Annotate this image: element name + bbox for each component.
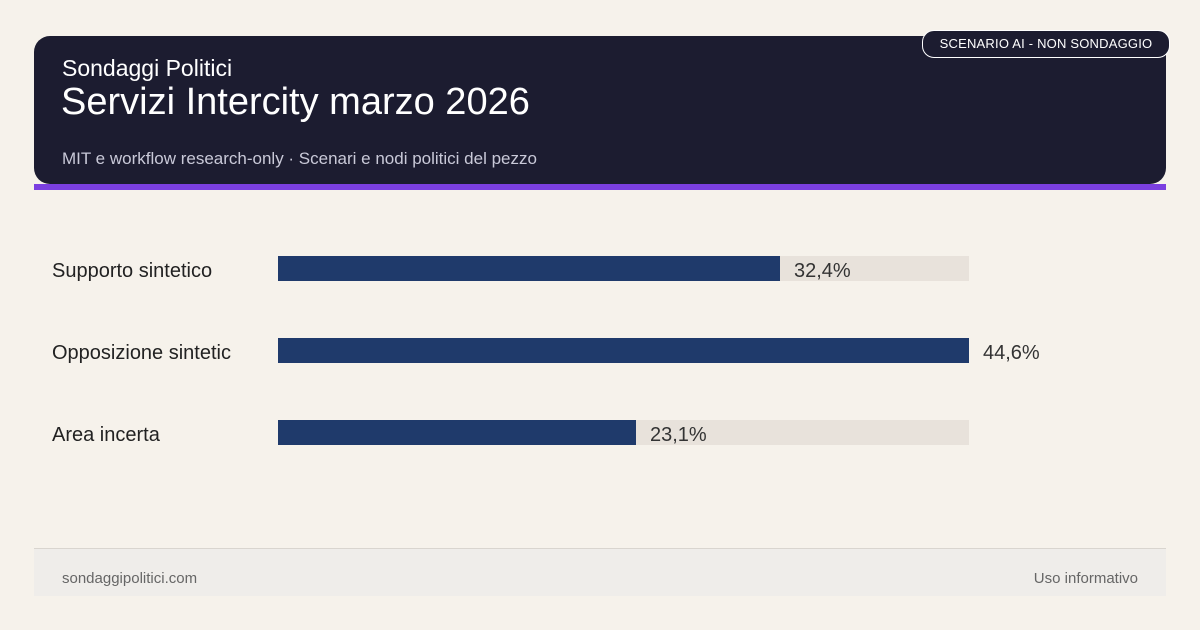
data-label: 32,4%	[794, 260, 851, 282]
data-label: 44,6%	[983, 342, 1040, 364]
scenario-badge: SCENARIO AI - NON SONDAGGIO	[922, 30, 1170, 58]
footer-site-link[interactable]: sondaggipolitici.com	[62, 570, 198, 587]
footer: sondaggipolitici.com Uso informativo	[34, 548, 1166, 596]
bar	[278, 420, 636, 445]
bar-track	[278, 420, 969, 445]
header-accent-bar	[34, 184, 1166, 190]
category-label: Opposizione sintetic	[52, 342, 231, 364]
bar	[278, 338, 969, 363]
bar-track	[278, 256, 969, 281]
page-subtitle: MIT e workflow research-only · Scenari e…	[62, 149, 537, 168]
footer-note: Uso informativo	[1033, 570, 1138, 587]
category-label: Supporto sintetico	[52, 260, 213, 282]
brand-name: Sondaggi Politici	[62, 55, 233, 81]
data-label: 23,1%	[650, 424, 707, 446]
header-panel: Sondaggi Politici Servizi Intercity marz…	[34, 36, 1166, 184]
category-label: Area incerta	[52, 424, 160, 446]
page-title: Servizi Intercity marzo 2026	[61, 81, 530, 123]
bar-track	[278, 338, 969, 363]
bar	[278, 256, 780, 281]
